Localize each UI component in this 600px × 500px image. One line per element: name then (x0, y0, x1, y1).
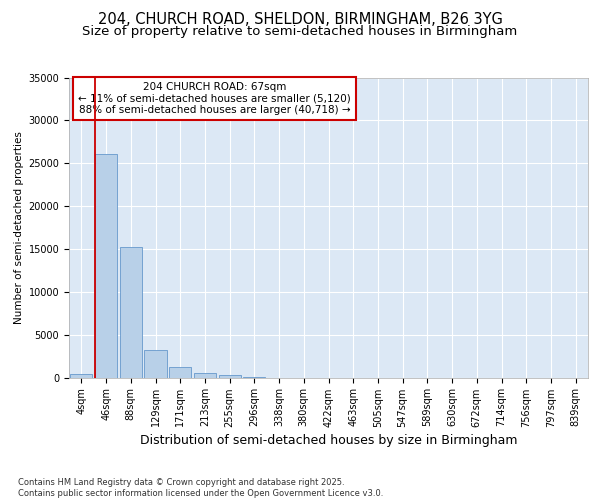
Text: 204 CHURCH ROAD: 67sqm
← 11% of semi-detached houses are smaller (5,120)
88% of : 204 CHURCH ROAD: 67sqm ← 11% of semi-det… (78, 82, 350, 115)
Bar (70, 374, 92, 378)
Bar (119, 247, 142, 378)
Bar (243, 376, 265, 378)
X-axis label: Distribution of semi-detached houses by size in Birmingham: Distribution of semi-detached houses by … (140, 434, 517, 446)
Bar (218, 374, 241, 378)
Text: Size of property relative to semi-detached houses in Birmingham: Size of property relative to semi-detach… (82, 25, 518, 38)
Bar (169, 367, 191, 378)
Bar (145, 350, 167, 378)
Text: Contains HM Land Registry data © Crown copyright and database right 2025.
Contai: Contains HM Land Registry data © Crown c… (18, 478, 383, 498)
Bar (95, 154, 117, 378)
Text: 204, CHURCH ROAD, SHELDON, BIRMINGHAM, B26 3YG: 204, CHURCH ROAD, SHELDON, BIRMINGHAM, B… (98, 12, 502, 28)
Y-axis label: Number of semi-detached properties: Number of semi-detached properties (14, 131, 24, 324)
Bar (194, 373, 216, 378)
